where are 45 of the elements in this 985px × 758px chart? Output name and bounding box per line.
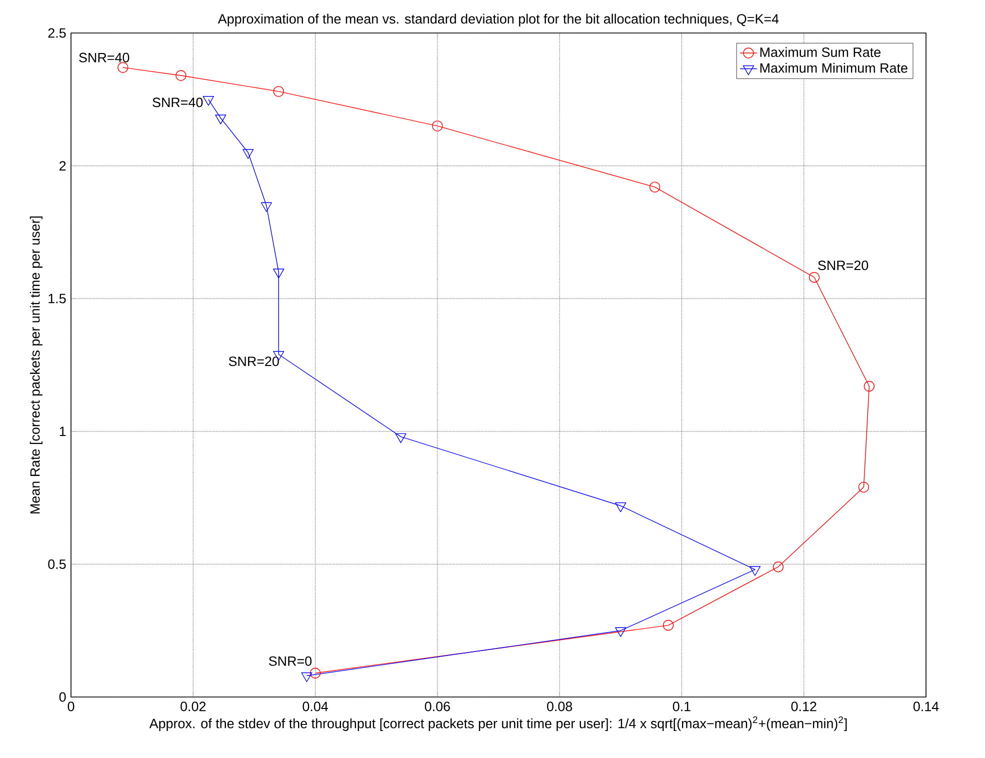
- annotation: SNR=20: [228, 356, 279, 366]
- x-tick-label: 0.14: [913, 702, 939, 712]
- point: [215, 114, 226, 124]
- point: [650, 182, 660, 192]
- legend-label: Maximum Minimum Rate: [760, 62, 908, 73]
- y-tick-label: 2: [60, 161, 66, 170]
- point: [615, 502, 626, 512]
- point: [395, 433, 406, 444]
- point: [808, 272, 820, 283]
- point: [273, 268, 284, 278]
- x-tick-label: 0: [68, 702, 74, 712]
- x-tick-label: 0.04: [302, 702, 328, 712]
- point: [301, 672, 312, 682]
- point: [118, 62, 128, 73]
- point: [615, 627, 626, 637]
- point: [858, 482, 870, 493]
- point: [310, 668, 321, 678]
- x-tick-label: 0.02: [180, 702, 206, 712]
- y-tick-label: 1.5: [48, 294, 66, 304]
- chart-title: Approximation of the mean vs. standard deviation plot for the bit allocation techniques, Q=K=4: [218, 14, 779, 26]
- y-axis-title: Mean Rate [correct packets per unit time per user]: [30, 216, 42, 514]
- legend-label: Maximum Sum Rate: [760, 47, 880, 58]
- point: [662, 620, 674, 631]
- annotation: SNR=20: [818, 260, 868, 270]
- y-tick-label: 0: [59, 692, 66, 702]
- x-tick-label: 0.06: [424, 702, 450, 712]
- x-tick-label: 0.12: [791, 702, 816, 712]
- point: [749, 566, 761, 576]
- point: [273, 86, 284, 97]
- x-axis-title: Approx. of the stdev of the throughput [correct packets per unit time per user]: 1/4 x sqrt[(max−mean)$^{2}$+(mean−min)$^{2}$]: [149, 716, 847, 731]
- point: [864, 380, 875, 392]
- point: [432, 120, 443, 132]
- y-tick-label: 1: [60, 426, 66, 436]
- x-tick-label: 0.1: [672, 702, 690, 712]
- point: [772, 562, 784, 572]
- y-tick-label: 2.5: [48, 28, 66, 38]
- point: [176, 70, 186, 81]
- x-tick-label: 0.08: [547, 702, 572, 712]
- annotation: SNR=0: [268, 656, 312, 666]
- point: [202, 96, 214, 106]
- annotation: SNR=40: [152, 98, 203, 108]
- annotation: SNR=40: [79, 52, 130, 62]
- point: [242, 149, 254, 159]
- point: [260, 202, 272, 212]
- y-tick-label: 0.5: [48, 559, 66, 569]
